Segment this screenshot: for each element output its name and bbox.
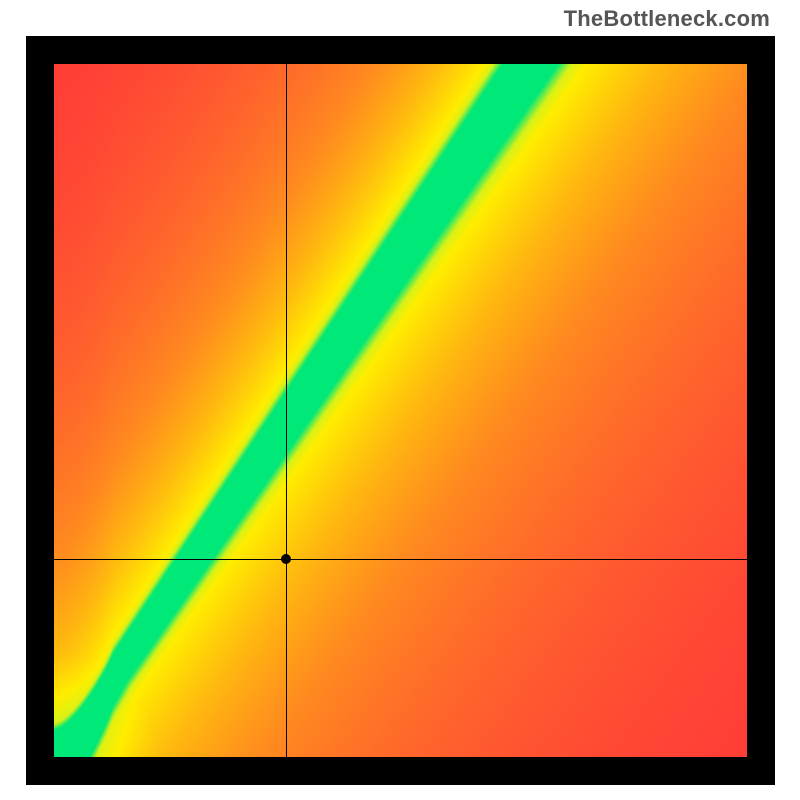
- crosshair-horizontal: [54, 559, 747, 560]
- crosshair-vertical: [286, 64, 287, 757]
- plot-area: [54, 64, 747, 757]
- watermark-text: TheBottleneck.com: [564, 6, 770, 32]
- heatmap-canvas: [54, 64, 747, 757]
